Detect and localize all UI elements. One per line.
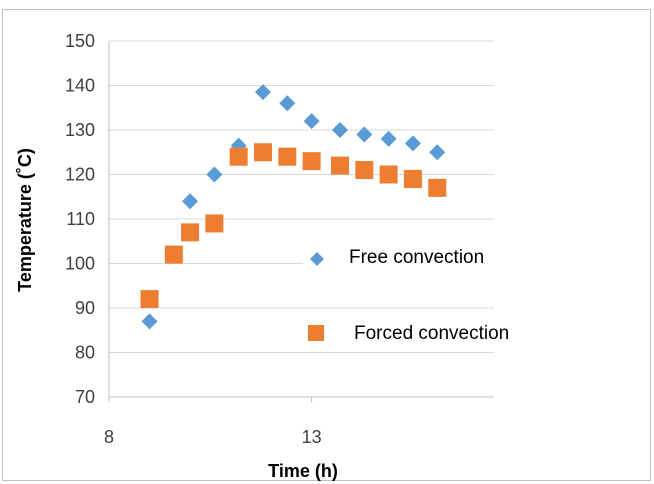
axes bbox=[108, 41, 494, 402]
free-convection-point bbox=[303, 113, 320, 130]
x-tick-label: 8 bbox=[104, 427, 114, 447]
legend-free-convection-background bbox=[303, 237, 533, 277]
y-tick-label: 130 bbox=[65, 120, 95, 140]
y-tick-label: 110 bbox=[66, 209, 95, 229]
forced-convection-point bbox=[278, 147, 297, 166]
data-points bbox=[140, 84, 447, 330]
forced-convection-point bbox=[254, 143, 272, 162]
free-convection-point bbox=[255, 84, 271, 101]
forced-convection-point bbox=[140, 290, 159, 309]
y-tick-labels: 70 80 90 100 110 120 130 140 150 bbox=[65, 31, 95, 407]
y-tick-label: 100 bbox=[65, 254, 95, 274]
y-axis-title: Temperature (˚C) bbox=[15, 148, 35, 292]
free-convection-point bbox=[356, 126, 373, 143]
free-convection-point bbox=[206, 166, 223, 183]
legend-forced-convection-marker bbox=[308, 325, 324, 341]
legend-free-convection-marker bbox=[310, 252, 324, 266]
x-axis-title: Time (h) bbox=[268, 461, 338, 481]
y-tick-label: 90 bbox=[75, 298, 95, 318]
free-convection-point bbox=[380, 130, 397, 147]
forced-convection-point bbox=[379, 165, 398, 184]
forced-convection-point bbox=[403, 169, 422, 188]
y-tick-label: 150 bbox=[65, 31, 95, 51]
y-tick-label: 140 bbox=[65, 76, 95, 96]
x-tick-labels: 8 13 bbox=[104, 427, 322, 447]
forced-convection-point bbox=[331, 156, 349, 175]
chart-frame bbox=[2, 9, 651, 481]
legend: Free convection Forced convection bbox=[302, 237, 533, 351]
legend-free-convection-label: Free convection bbox=[349, 247, 484, 268]
x-tick-label: 13 bbox=[302, 427, 322, 447]
y-tick-label: 80 bbox=[75, 343, 95, 363]
y-tick-label: 70 bbox=[75, 387, 95, 407]
forced-convection-point bbox=[164, 245, 183, 264]
forced-convection-point bbox=[302, 152, 321, 171]
free-convection-point bbox=[332, 122, 348, 138]
free-convection-point bbox=[182, 193, 199, 210]
forced-convection-point bbox=[205, 214, 224, 233]
forced-convection-point bbox=[229, 147, 248, 166]
y-tick-label: 120 bbox=[65, 165, 95, 185]
legend-forced-convection-label: Forced convection bbox=[354, 323, 509, 344]
forced-convection-point bbox=[355, 161, 374, 180]
free-convection-point bbox=[404, 135, 421, 152]
free-convection-point bbox=[279, 95, 296, 112]
free-convection-point bbox=[429, 144, 446, 161]
legend-forced-convection-background bbox=[302, 311, 532, 351]
free-convection-point bbox=[141, 313, 158, 330]
forced-convection-point bbox=[181, 223, 200, 242]
forced-convection-point bbox=[428, 178, 447, 197]
